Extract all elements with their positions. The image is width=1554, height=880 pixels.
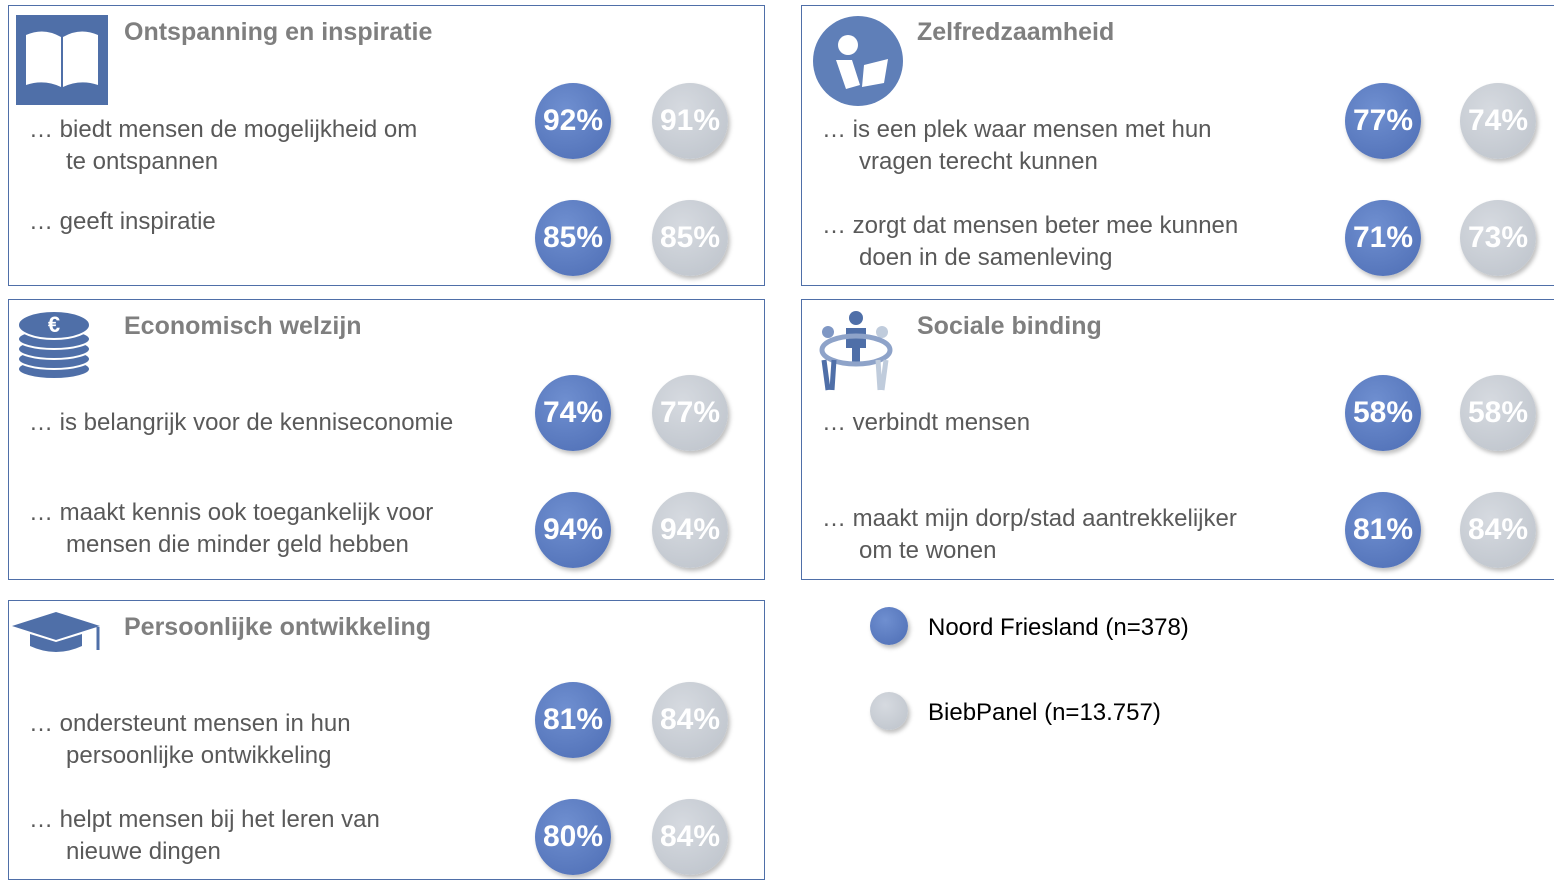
item-text: … zorgt dat mensen beter mee kunnen doen … bbox=[822, 210, 1238, 274]
text-line: … is belangrijk voor de kenniseconomie bbox=[29, 409, 454, 436]
legend-swatch bbox=[870, 692, 908, 730]
percent-bubble: 74% bbox=[1460, 83, 1536, 159]
coins-icon: € bbox=[17, 310, 91, 380]
text-line: om te wonen bbox=[859, 537, 997, 564]
item-text: … geeft inspiratie bbox=[29, 206, 216, 238]
percent-bubble: 80% bbox=[535, 799, 611, 875]
percent-bubble: 81% bbox=[1345, 492, 1421, 568]
item-text: … helpt mensen bij het leren van nieuwe d… bbox=[29, 804, 380, 868]
panel: Ontspanning en inspiratie … biedt mensen … bbox=[8, 5, 765, 286]
text-line: … is een plek waar mensen met hun bbox=[822, 116, 1212, 143]
percent-bubble: 58% bbox=[1345, 375, 1421, 451]
percent-bubble: 71% bbox=[1345, 200, 1421, 276]
percent-bubble: 84% bbox=[1460, 492, 1536, 568]
item-text: … is belangrijk voor de kenniseconomie bbox=[29, 407, 453, 439]
item-text: … maakt kennis ook toegankelijk voor mens… bbox=[29, 497, 433, 561]
text-line: … verbindt mensen bbox=[822, 409, 1031, 436]
text-line: vragen terecht kunnen bbox=[859, 148, 1098, 175]
text-line: … biedt mensen de mogelijkheid om bbox=[29, 116, 418, 143]
item-text: … maakt mijn dorp/stad aantrekkelijker om… bbox=[822, 503, 1237, 567]
percent-bubble: 84% bbox=[652, 799, 728, 875]
percent-bubble: 58% bbox=[1460, 375, 1536, 451]
percent-bubble: 91% bbox=[652, 83, 728, 159]
text-line: nieuwe dingen bbox=[66, 838, 221, 865]
percent-bubble: 94% bbox=[535, 492, 611, 568]
panel-title: Sociale binding bbox=[917, 312, 1102, 340]
text-line: persoonlijke ontwikkeling bbox=[66, 742, 332, 769]
percent-bubble: 77% bbox=[652, 375, 728, 451]
item-text: … verbindt mensen bbox=[822, 407, 1030, 439]
text-line: … geeft inspiratie bbox=[29, 208, 216, 235]
panel-title: Zelfredzaamheid bbox=[917, 18, 1115, 46]
legend-swatch bbox=[870, 607, 908, 645]
text-line: … helpt mensen bij het leren van bbox=[29, 806, 380, 833]
text-line: … ondersteunt mensen in hun bbox=[29, 710, 351, 737]
person-icon bbox=[813, 16, 903, 106]
panel: Persoonlijke ontwikkeling … ondersteunt m… bbox=[8, 600, 765, 880]
item-text: … is een plek waar mensen met hun vragen … bbox=[822, 114, 1212, 178]
percent-bubble: 84% bbox=[652, 682, 728, 758]
legend-label: BiebPanel (n=13.757) bbox=[928, 699, 1161, 726]
percent-bubble: 94% bbox=[652, 492, 728, 568]
svg-text:€: € bbox=[48, 312, 60, 337]
item-text: … ondersteunt mensen in hun persoonlijke … bbox=[29, 708, 351, 772]
legend-label: Noord Friesland (n=378) bbox=[928, 614, 1189, 641]
text-line: doen in de samenleving bbox=[859, 244, 1113, 271]
percent-bubble: 85% bbox=[652, 200, 728, 276]
book-icon bbox=[16, 15, 108, 105]
percent-bubble: 85% bbox=[535, 200, 611, 276]
panel-title: Economisch welzijn bbox=[124, 312, 362, 340]
panel-title: Persoonlijke ontwikkeling bbox=[124, 613, 432, 641]
text-line: … maakt kennis ook toegankelijk voor bbox=[29, 499, 434, 526]
text-line: mensen die minder geld hebben bbox=[66, 531, 409, 558]
text-line: … zorgt dat mensen beter mee kunnen bbox=[822, 212, 1239, 239]
percent-bubble: 92% bbox=[535, 83, 611, 159]
panel: Economisch welzijn … is belangrijk voor d… bbox=[8, 299, 765, 580]
percent-bubble: 81% bbox=[535, 682, 611, 758]
text-line: te ontspannen bbox=[66, 148, 219, 175]
percent-bubble: 74% bbox=[535, 375, 611, 451]
people-icon bbox=[819, 311, 893, 391]
panel: Zelfredzaamheid … is een plek waar mensen… bbox=[801, 5, 1554, 286]
panel-title: Ontspanning en inspiratie bbox=[124, 18, 433, 46]
text-line: … maakt mijn dorp/stad aantrekkelijker bbox=[822, 505, 1237, 532]
panel: Sociale binding … verbindt mensen … maakt … bbox=[801, 299, 1554, 580]
item-text: … biedt mensen de mogelijkheid om te onts… bbox=[29, 114, 417, 178]
percent-bubble: 77% bbox=[1345, 83, 1421, 159]
percent-bubble: 73% bbox=[1460, 200, 1536, 276]
cap-icon bbox=[12, 612, 100, 652]
